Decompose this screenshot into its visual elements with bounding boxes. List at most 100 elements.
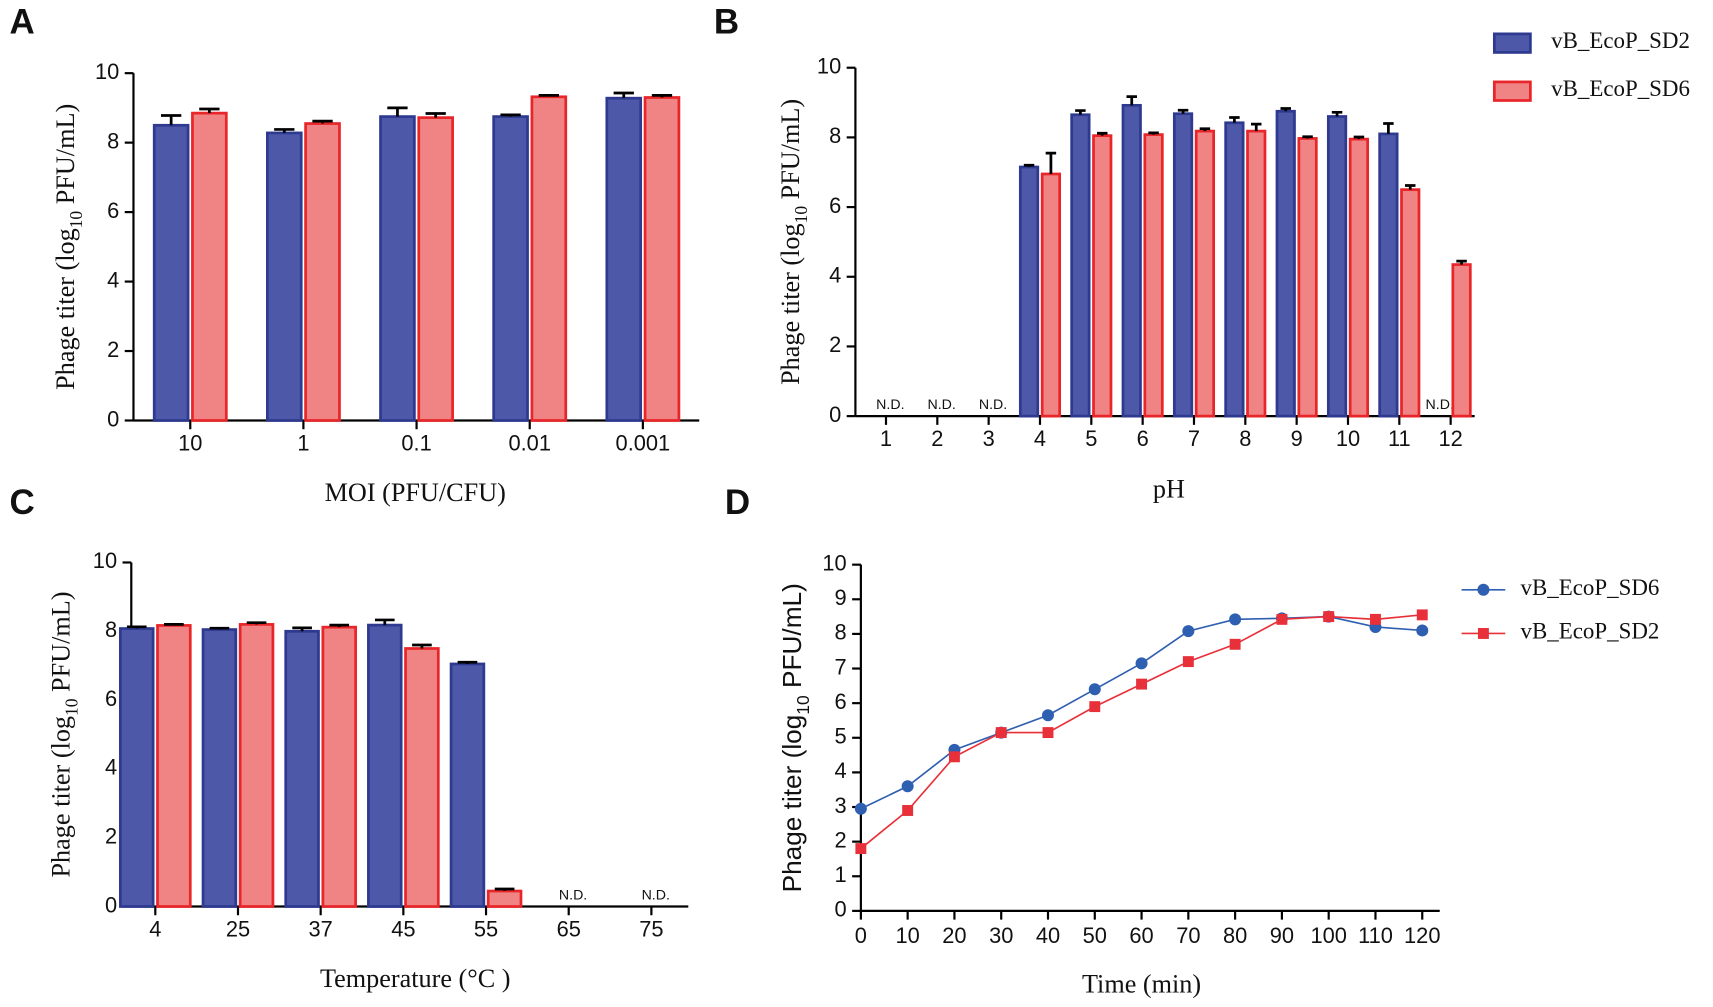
legend-label: vB_EcoP_SD2	[1551, 28, 1690, 53]
bar	[1040, 172, 1062, 418]
bar	[1275, 109, 1296, 418]
x-tick-label: 3	[983, 426, 995, 451]
x-tick-label: 0.001	[616, 430, 671, 455]
legend-label: vB_EcoP_SD6	[1551, 76, 1690, 101]
nd-label: N.D.	[559, 887, 587, 903]
marker	[1135, 657, 1148, 670]
error-bar	[1045, 151, 1057, 174]
nd-label: N.D.	[642, 887, 670, 903]
error-bar	[1199, 127, 1211, 132]
x-tick-label: 9	[1291, 426, 1303, 451]
y-tick-label: 0	[105, 892, 117, 917]
bar	[1378, 132, 1399, 418]
x-tick-label: 0.1	[401, 430, 431, 455]
y-axis-label-part: PFU/mL)	[51, 104, 80, 211]
error-bar	[1250, 122, 1262, 132]
y-tick-label: 3	[835, 793, 847, 818]
x-tick-label: 11	[1388, 426, 1411, 451]
error-bar	[387, 106, 408, 117]
marker	[1477, 583, 1490, 596]
bar	[1297, 137, 1318, 418]
error-bar	[425, 112, 446, 118]
y-axis-label-part: 10	[791, 206, 811, 224]
x-tick-label: 120	[1404, 923, 1440, 948]
y-axis-label: Phage titer (log10 PFU/mL)	[47, 591, 82, 877]
y-tick-label: 2	[107, 337, 119, 362]
error-bar	[1177, 108, 1189, 114]
x-tick-label: 37	[309, 916, 333, 941]
y-tick-label: 6	[107, 198, 119, 223]
x-tick-label: 70	[1176, 923, 1200, 948]
x-tick-label: 12	[1439, 426, 1463, 451]
y-axis-label-part: PFU/mL)	[47, 591, 76, 698]
error-bar	[374, 618, 395, 626]
y-tick-label: 8	[835, 620, 847, 645]
y-tick-label: 10	[95, 59, 119, 84]
x-tick-label: 8	[1239, 426, 1251, 451]
legend-label: vB_EcoP_SD2	[1521, 619, 1660, 644]
x-tick-label: 110	[1358, 923, 1393, 948]
marker	[1182, 656, 1194, 668]
error-bar	[292, 626, 312, 632]
x-tick-label: 100	[1310, 923, 1346, 948]
error-bar	[1097, 131, 1108, 136]
error-bar	[126, 625, 147, 629]
bar	[486, 889, 523, 908]
y-tick-label: 4	[835, 758, 847, 783]
error-bar	[457, 660, 478, 664]
bar	[152, 123, 190, 422]
error-bar	[1075, 109, 1086, 115]
panel-label: D	[725, 483, 750, 522]
x-tick-label: 75	[639, 916, 663, 941]
bar	[1070, 113, 1091, 418]
x-tick-label: 5	[1085, 426, 1097, 451]
bar	[404, 647, 440, 908]
x-tick-label: 7	[1188, 426, 1200, 451]
x-tick-label: 30	[989, 923, 1013, 948]
marker	[1088, 683, 1101, 696]
bar	[321, 625, 357, 908]
y-axis-label: Phage titer (log10 PFU/mL)	[51, 104, 86, 390]
y-tick-label: 2	[835, 827, 847, 852]
x-tick-label: 10	[178, 430, 202, 455]
panel-label: A	[9, 2, 34, 41]
x-tick-label: 40	[1036, 923, 1060, 948]
bar	[449, 662, 486, 908]
bar	[1451, 263, 1472, 418]
bar	[304, 122, 341, 422]
x-axis-label: Temperature (°C )	[320, 964, 511, 993]
bar	[1326, 115, 1348, 418]
y-tick-label: 0	[835, 897, 847, 922]
error-bar	[246, 621, 267, 625]
marker	[1042, 727, 1054, 739]
panel-label: B	[714, 2, 739, 41]
y-axis-label-part: Phage titer (log	[777, 715, 807, 893]
bar	[1246, 129, 1267, 418]
bar	[118, 627, 155, 908]
y-tick-label: 2	[829, 332, 841, 357]
x-axis-label: MOI (PFU/CFU)	[325, 478, 506, 507]
y-tick-label: 10	[822, 550, 846, 575]
bar	[1348, 137, 1370, 418]
x-axis-label: Time (min)	[1082, 969, 1201, 998]
bar	[1121, 103, 1142, 418]
legend-label: vB_EcoP_SD6	[1521, 575, 1660, 600]
bar	[643, 96, 681, 422]
x-axis-label: pH	[1153, 475, 1185, 504]
x-tick-label: 2	[931, 426, 943, 451]
x-tick-label: 4	[1034, 426, 1046, 451]
bar	[379, 115, 416, 422]
y-tick-label: 0	[829, 402, 841, 427]
error-bar	[1229, 116, 1240, 123]
y-axis-label-part: PFU/mL)	[777, 583, 807, 695]
x-tick-label: 25	[226, 916, 250, 941]
error-bar	[199, 107, 220, 114]
x-tick-label: 50	[1083, 923, 1107, 948]
bar	[201, 628, 238, 908]
error-bar	[1023, 163, 1035, 168]
bar	[266, 131, 303, 422]
x-tick-label: 90	[1270, 923, 1294, 948]
error-bar	[1302, 135, 1313, 139]
legend-swatch	[1492, 80, 1532, 102]
